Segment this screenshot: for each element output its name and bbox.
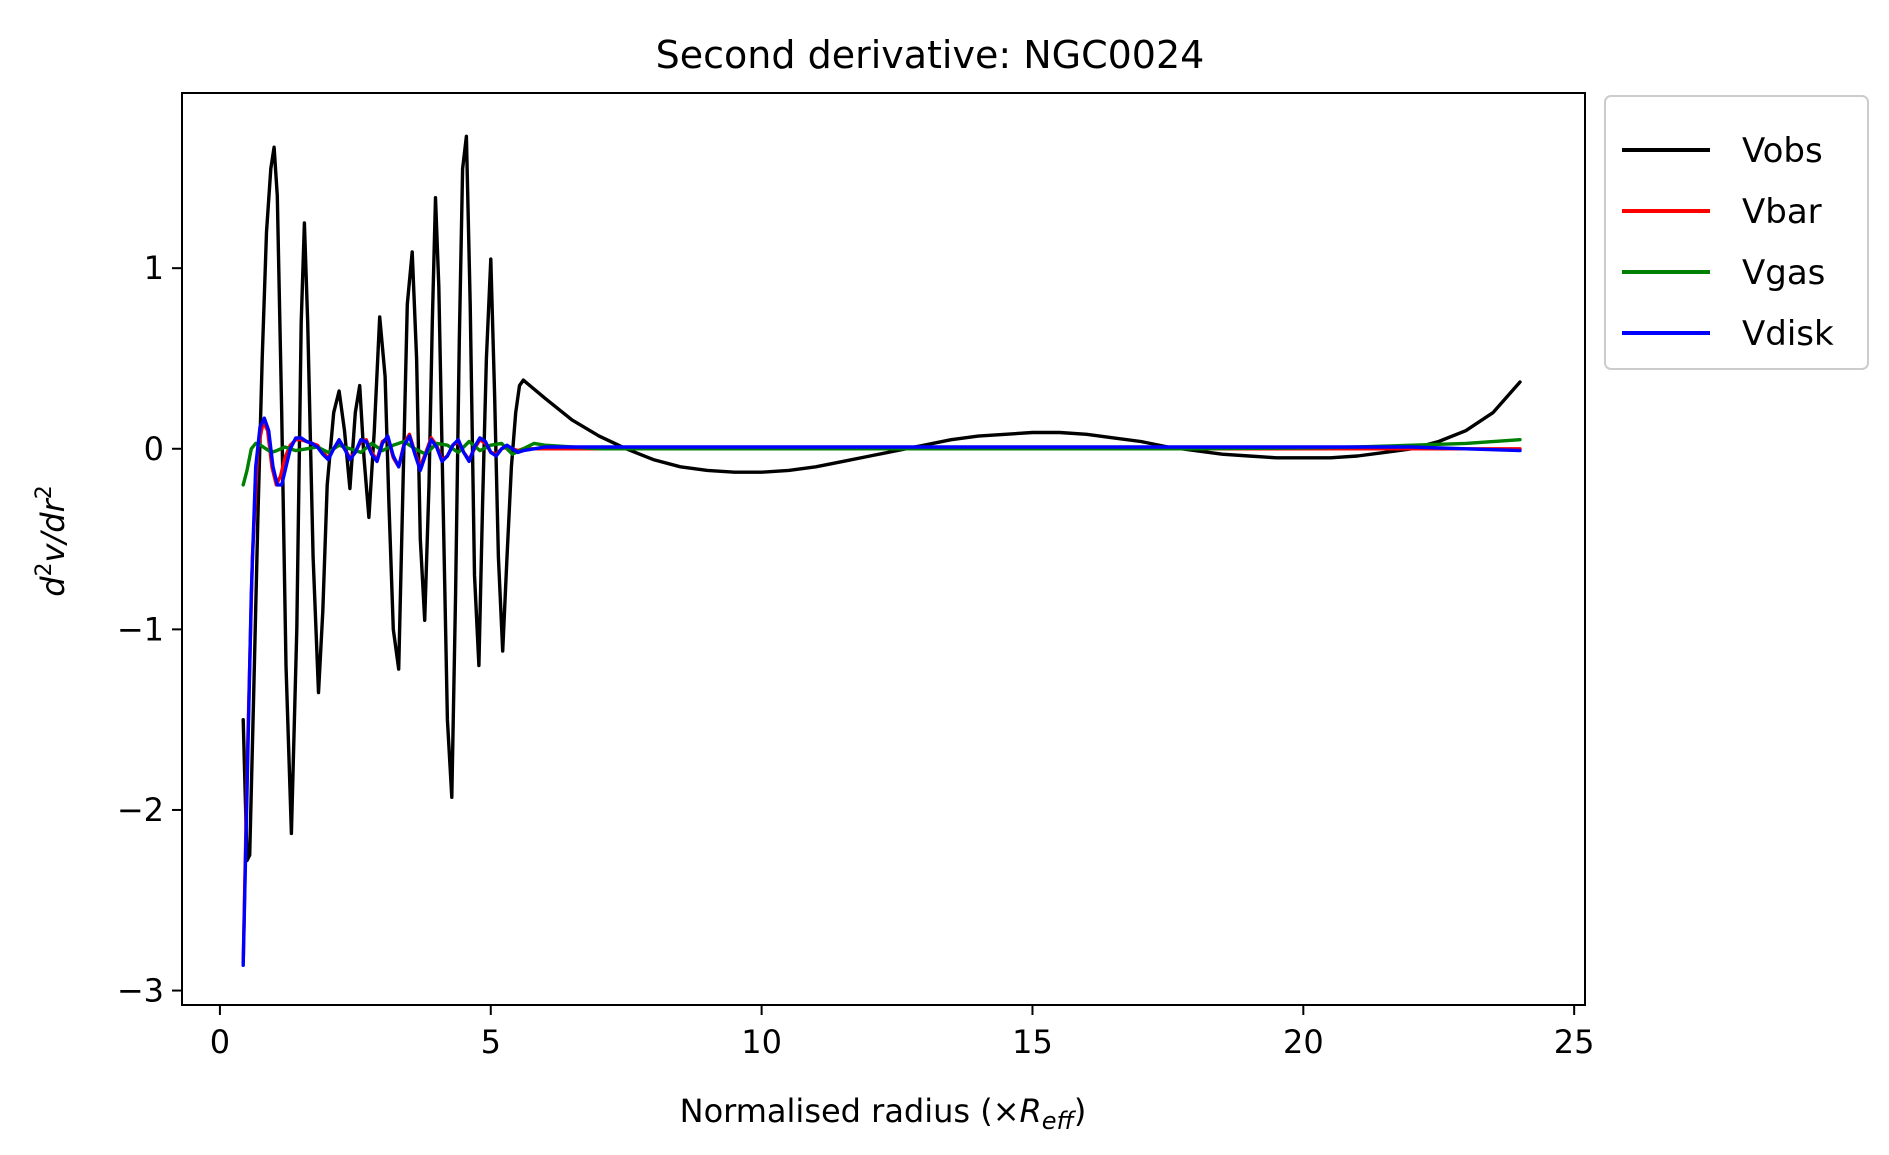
plot-frame xyxy=(181,92,1586,1006)
series-line-vdisk xyxy=(241,416,1522,967)
chart-title: Second derivative: NGC0024 xyxy=(656,33,1205,77)
y-axis: −3 −2 −1 0 1 xyxy=(117,249,182,1010)
x-axis-label: Normalised radius (×Reff) xyxy=(680,1092,1087,1135)
x-tick-label: 20 xyxy=(1283,1023,1324,1061)
legend-label-vobs: Vobs xyxy=(1742,131,1823,171)
legend-label-vdisk: Vdisk xyxy=(1742,314,1834,354)
x-tick-label: 25 xyxy=(1554,1023,1595,1061)
y-tick-label: 1 xyxy=(144,249,164,287)
y-axis-label-d: d xyxy=(34,576,72,597)
x-tick-label: 5 xyxy=(481,1023,501,1061)
y-tick-label: −2 xyxy=(117,791,164,829)
series-layer xyxy=(241,134,1522,967)
legend-label-vgas: Vgas xyxy=(1742,253,1825,293)
x-axis: 0 5 10 15 20 25 xyxy=(210,1005,1595,1061)
series-line-vobs xyxy=(241,134,1522,863)
x-tick-label: 15 xyxy=(1012,1023,1053,1061)
y-axis-label: d2v/dr2 xyxy=(32,485,72,597)
y-axis-label-sup2: 2 xyxy=(32,485,57,499)
x-axis-label-symbol: R xyxy=(1020,1092,1042,1130)
x-axis-label-prefix: Normalised radius (× xyxy=(680,1092,1020,1130)
y-tick-label: −3 xyxy=(117,972,164,1010)
legend: Vobs Vbar Vgas Vdisk xyxy=(1604,95,1869,370)
legend-label-vbar: Vbar xyxy=(1742,192,1822,232)
x-tick-label: 10 xyxy=(741,1023,782,1061)
y-axis-label-mid: v/dr xyxy=(34,497,72,562)
series-line-vgas xyxy=(241,438,1522,487)
y-tick-label: −1 xyxy=(117,610,164,648)
x-axis-label-subscript: eff xyxy=(1042,1107,1077,1135)
y-axis-label-sup: 2 xyxy=(32,562,57,576)
legend-box xyxy=(1604,95,1869,370)
x-axis-label-suffix: ) xyxy=(1074,1092,1086,1130)
y-tick-label: 0 xyxy=(144,430,164,468)
x-tick-label: 0 xyxy=(210,1023,230,1061)
